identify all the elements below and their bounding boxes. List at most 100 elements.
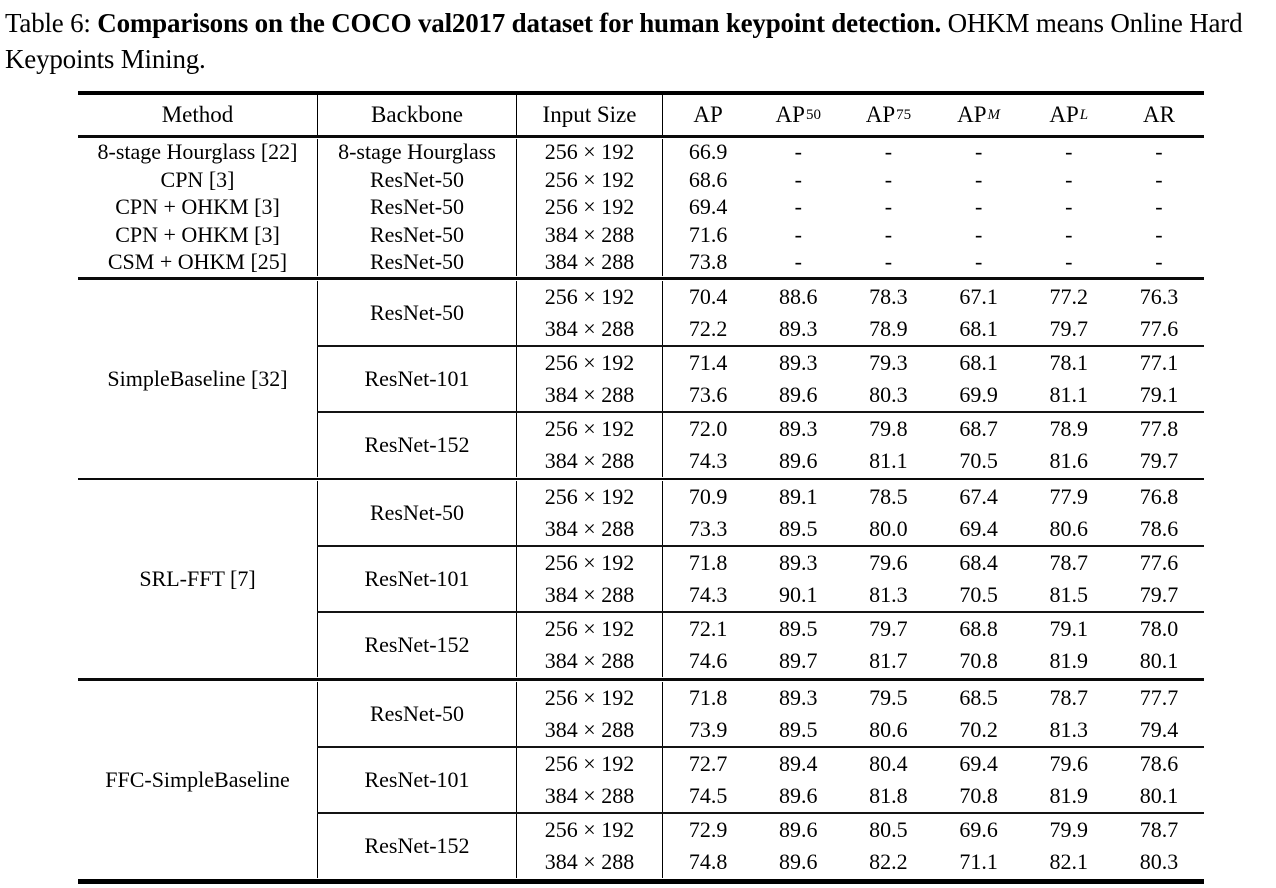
metric-value: 80.1 (1139, 782, 1179, 808)
metric-value: 89.3 (779, 550, 818, 575)
backbone-cell: 8-stage Hourglass (318, 138, 517, 166)
table-row: CPN [3] ResNet-50 256 × 192 68.6 - - - - - (78, 166, 1204, 194)
metric-value: 89.7 (779, 648, 818, 673)
table-row: 8-stage Hourglass [22] 8-stage Hourglass 2… (78, 138, 1204, 167)
metric-value: 78.3 (869, 283, 908, 309)
metric-values: 73.8 - - - - - (663, 249, 1204, 277)
metric-value: 68.1 (959, 349, 998, 375)
backbone-subblock: ResNet-50 256 × 192 70.9 89.1 78.5 67.4 77.9 76… (317, 481, 1204, 545)
subblock-rows: 256 × 192 72.1 89.5 79.7 68.8 79.1 78.0 384 × 2… (517, 613, 1204, 677)
subblock-rows: 256 × 192 71.8 89.3 79.5 68.5 78.7 77.7 384 × 2… (517, 681, 1204, 746)
subblock-rows: 256 × 192 72.9 89.6 80.5 69.6 79.9 78.7 384 × 2… (517, 813, 1204, 878)
backbone-subblock: ResNet-101 256 × 192 71.8 89.3 79.6 68.4 78.7 7… (317, 547, 1204, 611)
metric-value: - (1155, 166, 1163, 192)
metric-value: 79.3 (869, 349, 908, 375)
metric-value: 89.3 (779, 415, 818, 441)
metric-value: 69.4 (688, 194, 728, 220)
metric-value: 89.4 (779, 750, 818, 776)
metric-value: - (794, 166, 802, 192)
metric-value: 69.6 (959, 816, 998, 842)
table-caption: Table 6: Comparisons on the COCO val2017… (5, 5, 1271, 77)
metric-value: - (1065, 221, 1073, 247)
input-size-cell: 384 × 288 (517, 513, 663, 545)
metric-value: 80.5 (869, 816, 908, 842)
table-bottom-rule (78, 878, 1204, 884)
metric-values: 73.6 89.6 80.3 69.9 81.1 79.1 (663, 379, 1204, 411)
metric-value: - (974, 221, 983, 247)
input-size-cell: 256 × 192 (517, 346, 663, 379)
table-row: 256 × 192 70.4 88.6 78.3 67.1 77.2 76.3 (517, 280, 1204, 313)
subblock-rows: 256 × 192 72.7 89.4 80.4 69.4 79.6 78.6 384 × 2… (517, 747, 1204, 812)
metric-value: 89.6 (779, 381, 818, 407)
metric-values: 74.5 89.6 81.8 70.8 81.9 80.1 (663, 780, 1204, 812)
metric-value: 79.8 (869, 415, 908, 441)
metric-value: 81.3 (869, 582, 908, 607)
subgroup-divider (317, 410, 1204, 413)
backbone-subblock: ResNet-101 256 × 192 71.4 89.3 79.3 68.1 78.1 7… (317, 346, 1204, 411)
table-row: 256 × 192 72.7 89.4 80.4 69.4 79.6 78.6 (517, 747, 1204, 780)
column-header-method: Method (78, 95, 318, 135)
backbone-subblock: ResNet-152 256 × 192 72.1 89.5 79.7 68.8 79.1 7… (317, 613, 1204, 677)
metric-value: - (1155, 139, 1163, 165)
metric-value: 70.8 (959, 648, 998, 673)
metric-value: 81.7 (869, 648, 908, 673)
column-header-input-size: Input Size (517, 95, 663, 135)
metric-values: 74.6 89.7 81.7 70.8 81.9 80.1 (663, 645, 1204, 677)
metric-value: 68.8 (959, 616, 998, 641)
metric-value: 77.1 (1139, 349, 1179, 375)
group-rows: ResNet-50 256 × 192 70.4 88.6 78.3 67.1 77.2 76… (317, 280, 1204, 478)
metric-value: 89.5 (779, 716, 818, 742)
metric-value: 89.5 (779, 516, 818, 541)
metric-value: - (1065, 249, 1073, 275)
metric-value: - (974, 166, 983, 192)
backbone-subblock: ResNet-101 256 × 192 72.7 89.4 80.4 69.4 79.6 7… (317, 747, 1204, 812)
metric-values: 74.3 90.1 81.3 70.5 81.5 79.7 (663, 579, 1204, 611)
input-size-cell: 384 × 288 (517, 444, 663, 477)
metric-value: 89.1 (779, 484, 818, 509)
metric-value: 74.8 (688, 848, 728, 874)
backbone-cell: ResNet-50 (318, 280, 517, 345)
metric-header: AP 50 (775, 102, 821, 127)
method-group: SRL-FFT [7] ResNet-50 256 × 192 70.9 89.1 78.… (78, 480, 1204, 678)
metric-value: 77.8 (1139, 415, 1179, 441)
metric-value: 78.7 (1049, 550, 1089, 575)
metric-value: 72.0 (688, 415, 728, 441)
metric-value: - (974, 139, 983, 165)
metric-value: 89.3 (779, 349, 818, 375)
metric-value: - (884, 139, 893, 165)
table-row: 256 × 192 71.8 89.3 79.6 68.4 78.7 77.6 (517, 547, 1204, 579)
metric-value: 79.4 (1139, 716, 1179, 742)
metric-value: 68.5 (959, 684, 998, 710)
header-rule (78, 135, 1204, 138)
metric-value: - (794, 194, 802, 220)
table-row: 384 × 288 74.8 89.6 82.2 71.1 82.1 80.3 (517, 845, 1204, 878)
metric-value: 81.5 (1049, 582, 1089, 607)
metric-value: 70.5 (959, 447, 998, 473)
backbone-cell: ResNet-50 (318, 248, 517, 276)
metric-value: 80.0 (869, 516, 908, 541)
table-row: 256 × 192 71.4 89.3 79.3 68.1 78.1 77.1 (517, 346, 1204, 379)
metric-value: 78.0 (1139, 616, 1179, 641)
metric-value: 89.6 (779, 848, 818, 874)
metric-values: 71.8 89.3 79.5 68.5 78.7 77.7 (663, 682, 1204, 714)
metric-header: AP (693, 102, 723, 127)
subgroup-divider (317, 811, 1204, 814)
metric-values: 72.1 89.5 79.7 68.8 79.1 78.0 (663, 613, 1204, 645)
metric-values: 66.9 - - - - - (663, 139, 1204, 167)
metric-value: 81.1 (1049, 381, 1089, 407)
metric-value: 77.9 (1049, 484, 1089, 509)
group-divider-rule (78, 477, 1204, 480)
metric-values: 72.9 89.6 80.5 69.6 79.9 78.7 (663, 814, 1204, 846)
subgroup-divider (317, 745, 1204, 748)
backbone-cell: ResNet-152 (318, 613, 517, 677)
subgroup-divider (317, 344, 1204, 347)
metric-value: - (974, 249, 983, 275)
input-size-cell: 256 × 192 (517, 613, 663, 645)
metric-value: 78.9 (869, 315, 908, 341)
metric-values: 71.6 - - - - - (663, 221, 1204, 249)
metric-value: 81.3 (1049, 716, 1089, 742)
subblock-rows: 256 × 192 71.8 89.3 79.6 68.4 78.7 77.6 384 × 2… (517, 547, 1204, 611)
method-cell: CPN [3] (78, 166, 318, 194)
input-size-cell: 384 × 288 (517, 579, 663, 611)
metric-value: 69.4 (959, 516, 998, 541)
